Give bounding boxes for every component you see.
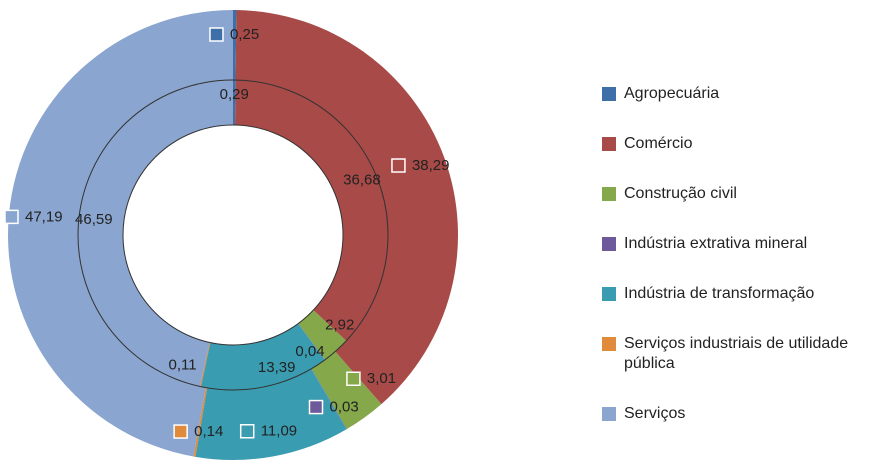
data-label: 3,01	[367, 370, 396, 387]
slice	[233, 80, 236, 126]
data-label: 0,11	[169, 357, 197, 374]
label-marker	[239, 423, 255, 439]
data-label: 2,92	[325, 317, 354, 334]
legend-item: Comércio	[602, 134, 854, 154]
legend-item: Serviços	[602, 404, 854, 424]
legend-swatch	[602, 287, 616, 301]
slice	[195, 368, 347, 460]
data-label: 0,14	[194, 423, 223, 440]
data-label: 0,25	[230, 26, 259, 43]
slice	[78, 80, 233, 387]
legend-swatch	[602, 137, 616, 151]
legend-label: Comércio	[624, 135, 693, 152]
slice	[199, 342, 211, 387]
legend-label: Serviços	[624, 405, 686, 422]
slice	[233, 10, 237, 81]
slice	[311, 368, 347, 430]
data-label: 46,59	[75, 211, 113, 228]
slice	[298, 323, 326, 360]
legend-label: Indústria extrativa mineral	[624, 235, 808, 252]
legend-item: Serviços industriais de utilidade públic…	[602, 334, 854, 374]
data-label: 0,29	[220, 86, 249, 103]
slice	[7, 10, 234, 457]
data-label: 38,29	[412, 157, 450, 174]
label-marker	[4, 209, 19, 225]
legend-swatch	[602, 337, 616, 351]
data-label: 36,68	[343, 171, 381, 188]
data-label: 13,39	[258, 359, 296, 376]
label-marker	[209, 27, 224, 42]
legend-label: Agropecuária	[624, 85, 720, 102]
slice	[311, 351, 382, 430]
legend-item: Construção civil	[602, 184, 854, 204]
label-marker	[346, 371, 361, 387]
legend-item: Agropecuária	[602, 84, 854, 104]
hole	[122, 124, 344, 346]
legend-item: Indústria extrativa mineral	[602, 234, 854, 254]
legend-swatch	[602, 237, 616, 251]
slice	[235, 80, 388, 341]
legend-item: Indústria de transformação	[602, 284, 854, 304]
legend-swatch	[602, 407, 616, 421]
legend-label: Indústria de transformação	[624, 285, 815, 302]
legend-label: Serviços industriais de utilidade públic…	[624, 335, 849, 372]
label-marker	[391, 158, 406, 173]
label-marker	[308, 399, 324, 415]
data-label: 0,04	[295, 343, 324, 360]
slice	[201, 323, 325, 390]
slice	[193, 387, 208, 457]
legend-swatch	[602, 87, 616, 101]
data-label: 47,19	[25, 208, 63, 225]
legend-swatch	[602, 187, 616, 201]
data-label: 0,03	[330, 399, 359, 416]
slice	[298, 310, 347, 360]
slice	[235, 10, 458, 405]
data-label: 11,09	[261, 423, 297, 440]
ring-border	[77, 79, 389, 391]
legend-label: Construção civil	[624, 185, 737, 202]
label-marker	[173, 424, 188, 439]
